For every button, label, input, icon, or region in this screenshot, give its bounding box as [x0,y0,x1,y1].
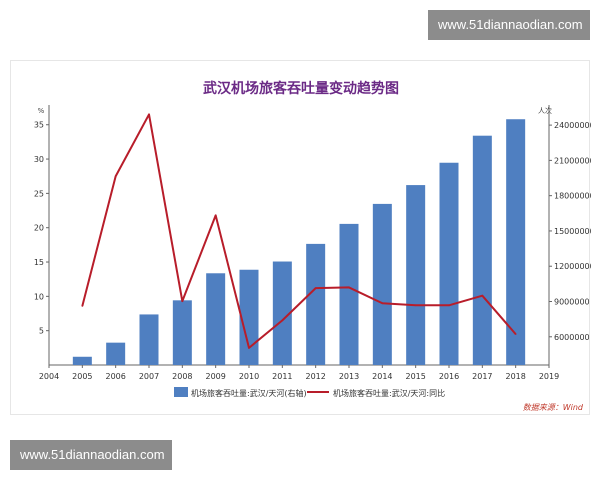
yoy-point-2008 [181,300,184,302]
left-tick-label: 25 [34,189,44,198]
bar-2014 [372,203,392,365]
x-tick-label: 2005 [72,372,92,381]
bar-2010 [239,269,259,365]
x-tick-label: 2012 [305,372,325,381]
left-axis-unit: % [38,107,45,115]
yoy-point-2013 [348,286,350,289]
x-tick-label: 2006 [105,372,125,381]
chart: 武汉机场旅客吞吐量变动趋势图 % 人次 5 10 15 20 25 30 35 6000000… [34,80,591,412]
watermark-bottom: www.51diannaodian.com [10,440,172,470]
x-tick-label: 2009 [205,372,225,381]
yoy-point-2018 [514,333,517,335]
yoy-point-2007 [148,113,150,116]
yoy-point-2017 [481,294,484,297]
left-tick-label: 5 [39,327,44,336]
source-note: 数据来源：Wind [523,403,584,412]
yoy-point-2015 [414,304,417,307]
right-tick-label: 24000000 [554,121,591,130]
right-tick-label: 12000000 [554,262,591,271]
legend-line-label: 机场旅客吞吐量:武汉/天河:同比 [333,388,445,398]
right-tick-label: 21000000 [554,156,591,165]
yoy-growth-line [81,113,517,349]
x-tick-label: 2017 [472,372,492,381]
yoy-point-2011 [281,319,284,322]
left-tick-label: 15 [34,258,44,267]
bar-2011 [272,261,292,365]
x-tick-label: 2018 [505,372,525,381]
yoy-point-2016 [448,304,450,307]
right-tick-label: 15000000 [554,227,591,236]
right-axis-unit: 人次 [538,106,552,115]
x-tick-label: 2011 [272,372,292,381]
bar-2009 [206,273,226,365]
x-tick-label: 2014 [372,372,392,381]
yoy-point-2010 [248,347,250,349]
bar-2005 [72,356,92,365]
left-tick-label: 20 [34,224,44,233]
bar-2006 [106,342,126,365]
left-tick-label: 30 [34,155,44,164]
right-tick-label: 6000000 [554,333,590,342]
legend-bar-label: 机场旅客吞吐量:武汉/天河(右轴) [191,388,307,398]
yoy-point-2006 [114,175,117,178]
yoy-point-2014 [381,302,384,305]
x-tick-label: 2016 [439,372,459,381]
x-tick-label: 2004 [39,372,59,381]
right-tick-label: 18000000 [554,192,591,201]
left-tick-label: 10 [34,292,44,301]
bar-2012 [306,243,326,365]
x-tick-label: 2008 [172,372,192,381]
bar-2013 [339,223,359,365]
yoy-point-2009 [214,214,217,217]
x-tick-label: 2007 [139,372,159,381]
plot-area: 5 10 15 20 25 30 35 6000000 9000000 12000000 15000… [34,105,591,381]
bar-2015 [406,185,426,365]
x-tick-label: 2015 [405,372,425,381]
bar-2007 [139,314,159,365]
yoy-point-2005 [81,305,84,307]
x-tick-label: 2019 [539,372,559,381]
right-tick-label: 9000000 [554,298,590,307]
x-tick-label: 2010 [239,372,259,381]
left-tick-label: 35 [34,121,44,130]
bar-2016 [439,162,459,365]
bar-2008 [172,300,192,365]
yoy-point-2012 [314,287,317,289]
bar-2017 [472,135,492,365]
bar-2018 [506,119,526,365]
watermark-top: www.51diannaodian.com [428,10,590,40]
chart-frame: 武汉机场旅客吞吐量变动趋势图 % 人次 5 10 15 20 25 30 35 6000000… [10,60,591,415]
chart-title: 武汉机场旅客吞吐量变动趋势图 [203,80,399,97]
x-tick-label: 2013 [339,372,359,381]
legend-bar-swatch [174,387,188,397]
